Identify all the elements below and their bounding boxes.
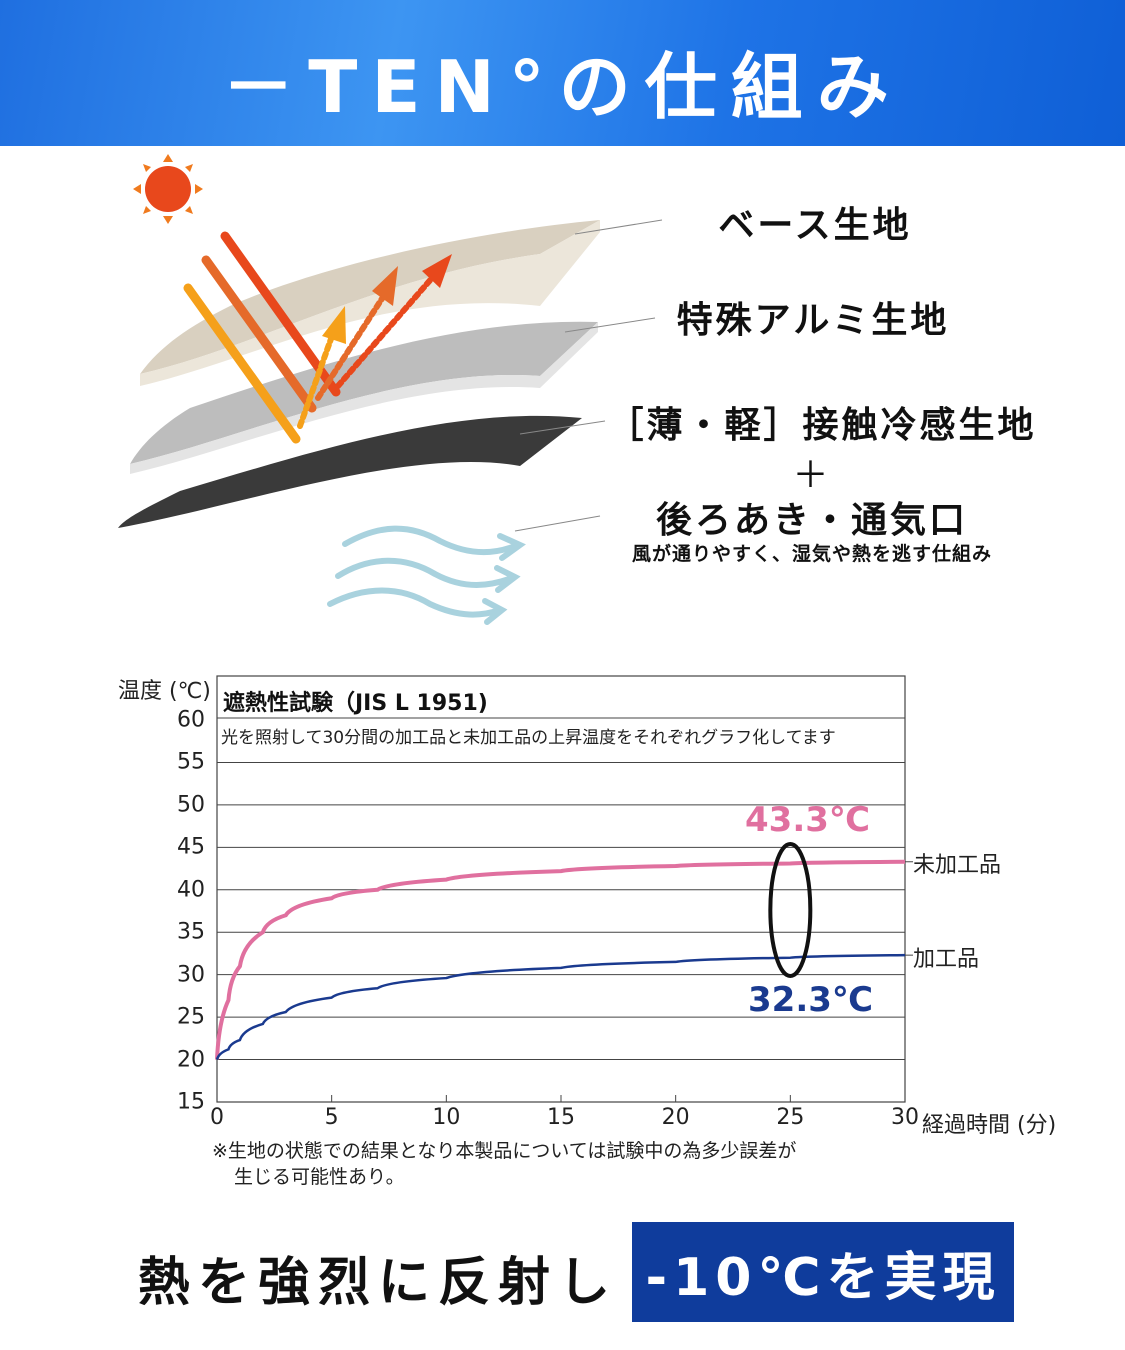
label-base-fabric: ベース生地 bbox=[718, 205, 912, 246]
aluminum-fabric-layer bbox=[130, 321, 598, 464]
cooling-fabric-layer bbox=[118, 415, 582, 528]
x-axis-label: 経過時間 (分) bbox=[922, 1113, 1057, 1138]
plot-frame bbox=[216, 675, 906, 1103]
chart-subtitle: 光を照射して30分間の加工品と未加工品の上昇温度をそれぞれグラフ化してます bbox=[221, 728, 836, 748]
chart-note-line-2: 生じる可能性あり。 bbox=[234, 1166, 405, 1188]
x-tick-label: 25 bbox=[776, 1105, 805, 1130]
sun-icon bbox=[133, 154, 203, 224]
annotation-treated-temp: 32.3℃ bbox=[748, 980, 874, 1020]
x-tick-label: 15 bbox=[547, 1105, 575, 1130]
footer-text: 熱を強烈に反射し bbox=[138, 1253, 619, 1313]
chart-title: 遮熱性試験（JIS L 1951) bbox=[223, 691, 488, 716]
layer-illustration bbox=[118, 154, 663, 625]
label-vent-description: 風が通りやすく、湿気や熱を逃す仕組み bbox=[631, 543, 993, 565]
annotation-untreated-temp: 43.3℃ bbox=[745, 800, 871, 840]
y-tick-label: 15 bbox=[177, 1089, 205, 1115]
y-tick-label: 55 bbox=[177, 749, 205, 775]
y-axis-label: 温度 (℃) bbox=[118, 679, 211, 704]
x-tick-label: 10 bbox=[432, 1105, 461, 1130]
series-label-treated: 加工品 bbox=[913, 947, 980, 972]
x-tick-label: 0 bbox=[210, 1105, 224, 1130]
y-tick-label: 45 bbox=[177, 834, 205, 860]
highlight-ellipse bbox=[768, 842, 813, 978]
series-treated-line bbox=[215, 953, 906, 1060]
series-untreated-line bbox=[215, 859, 906, 1060]
series-label-untreated: 未加工品 bbox=[913, 853, 1002, 878]
x-tick-label: 20 bbox=[661, 1105, 690, 1130]
label-cooling-fabric: ［薄・軽］接触冷感生地 bbox=[607, 405, 1037, 446]
x-tick-label: 30 bbox=[891, 1105, 919, 1130]
label-aluminum-fabric: 特殊アルミ生地 bbox=[676, 300, 950, 341]
header-banner bbox=[0, 0, 1125, 146]
label-plus: ＋ bbox=[792, 455, 832, 496]
y-tick-label: 30 bbox=[177, 962, 205, 988]
y-tick-label: 50 bbox=[177, 792, 205, 818]
y-tick-label: 60 bbox=[177, 707, 205, 733]
y-tick-label: 40 bbox=[177, 877, 205, 903]
y-tick-label: 25 bbox=[177, 1004, 205, 1030]
reflection-arrows-icon bbox=[183, 231, 452, 444]
x-tick-label: 5 bbox=[324, 1105, 339, 1130]
label-vent: 後ろあき・通気口 bbox=[655, 500, 969, 541]
page-title: －TEN°の仕組み bbox=[222, 45, 903, 129]
y-tick-label: 20 bbox=[177, 1047, 205, 1073]
chart-note-line-1: ※生地の状態での結果となり本製品については試験中の為多少誤差が bbox=[212, 1140, 797, 1162]
wind-icon bbox=[327, 525, 526, 625]
y-tick-label: 35 bbox=[177, 919, 205, 945]
footer-highlight: -10℃を実現 bbox=[632, 1222, 1014, 1322]
